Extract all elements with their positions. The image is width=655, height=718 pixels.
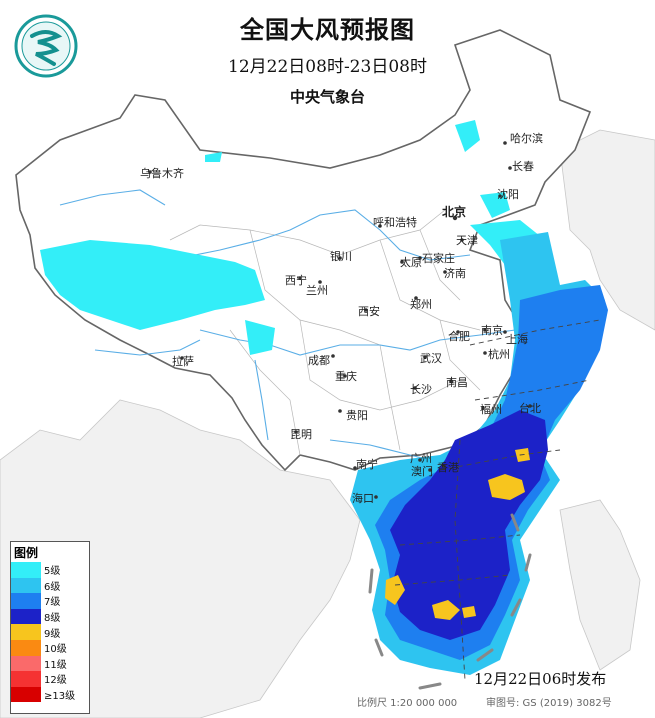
map-scale: 比例尺 1:20 000 000 <box>357 698 458 709</box>
legend-swatch <box>11 686 41 703</box>
city-label-xian: 西安 <box>358 305 380 318</box>
issued-time: 12月22日06时发布 <box>474 670 607 688</box>
legend-item: 10级 <box>11 639 89 656</box>
china-landmass <box>15 29 592 472</box>
wind-zone-level8 <box>390 410 548 640</box>
city-label-fuzhou: 福州 <box>480 403 502 416</box>
city-label-wuhan: 武汉 <box>420 352 442 365</box>
issuing-agency: 中央气象台 <box>289 88 365 106</box>
legend-label: 9级 <box>44 628 61 640</box>
city-label-xining: 西宁 <box>285 274 307 287</box>
city-label-macao: 澳门 <box>411 465 433 478</box>
city-label-lanzhou: 兰州 <box>306 284 328 297</box>
legend-swatch <box>11 655 41 672</box>
legend-label: ≥13级 <box>44 691 76 703</box>
legend-item: 6级 <box>11 577 89 594</box>
legend-item: 5级 <box>11 562 89 578</box>
city-label-chongqing: 重庆 <box>335 370 357 383</box>
city-label-kunming: 昆明 <box>290 428 312 441</box>
city-markers <box>148 141 532 499</box>
legend-item: ≥13级 <box>11 686 89 703</box>
city-label-shijiazhuang: 石家庄 <box>422 252 455 265</box>
legend-item: 12级 <box>11 671 89 687</box>
legend-label: 11级 <box>44 659 67 671</box>
city-label-haikou: 海口 <box>352 492 374 505</box>
city-label-changchun: 长春 <box>512 160 534 173</box>
legend-label: 5级 <box>44 566 61 578</box>
city-label-beijing: 北京 <box>442 205 467 219</box>
city-label-chengdu: 成都 <box>308 354 330 367</box>
forecast-time-range: 12月22日08时-23日08时 <box>228 57 427 77</box>
city-label-nanchang: 南昌 <box>446 376 468 389</box>
wind-zone-level9 <box>385 448 530 620</box>
city-label-lhasa: 拉萨 <box>172 355 194 368</box>
legend-item: 11级 <box>11 655 89 672</box>
city-label-shenyang: 沈阳 <box>497 188 519 201</box>
map-review-number: 审图号: GS (2019) 3082号 <box>486 698 612 709</box>
legend-swatch <box>11 608 41 625</box>
city-label-guangzhou: 广州 <box>410 452 432 465</box>
legend-swatch <box>11 624 41 640</box>
legend-label: 10级 <box>44 644 67 656</box>
city-label-zhengzhou: 郑州 <box>410 298 432 311</box>
map-title: 全国大风预报图 <box>240 15 415 44</box>
city-label-hefei: 合肥 <box>448 330 470 343</box>
city-label-shanghai: 上海 <box>506 333 528 346</box>
city-label-urumqi: 乌鲁木齐 <box>140 167 184 180</box>
city-label-changsha: 长沙 <box>410 383 432 396</box>
city-label-hongkong: 香港 <box>437 461 459 474</box>
city-label-tianjin: 天津 <box>456 234 478 247</box>
neighbor-land-korea-japan <box>559 129 655 331</box>
rivers <box>59 189 516 461</box>
city-label-guiyang: 贵阳 <box>346 409 368 422</box>
city-label-jinan: 济南 <box>444 267 466 280</box>
legend-items: 5级 6级 7级 8级 9级 10级 11级 12级 ≥13级 <box>11 562 89 703</box>
legend-label: 6级 <box>44 581 61 593</box>
cma-logo-icon <box>14 14 78 78</box>
city-label-yinchuan: 银川 <box>330 250 352 263</box>
city-label-taipei: 台北 <box>519 402 541 415</box>
nine-dash-line <box>368 513 532 690</box>
city-label-hohhot: 呼和浩特 <box>373 216 417 229</box>
legend-swatch <box>11 562 41 578</box>
legend-label: 12级 <box>44 675 67 687</box>
city-label-nanning: 南宁 <box>356 458 378 471</box>
legend-item: 8级 <box>11 608 89 625</box>
sea-zone-dashes <box>394 319 601 681</box>
legend-label: 8级 <box>44 613 61 625</box>
province-boundaries <box>169 209 481 456</box>
legend-item: 9级 <box>11 624 89 640</box>
city-label-nanjing: 南京 <box>481 324 503 337</box>
legend-swatch <box>11 639 41 656</box>
legend-item: 7级 <box>11 593 89 609</box>
legend-label: 7级 <box>44 597 61 609</box>
legend-swatch <box>11 593 41 609</box>
city-label-taiyuan: 太原 <box>400 256 422 269</box>
neighbor-land-philippines <box>559 499 641 671</box>
legend-title: 图例 <box>14 546 39 560</box>
legend-swatch <box>11 577 41 594</box>
legend-swatch <box>11 671 41 687</box>
city-label-harbin: 哈尔滨 <box>510 132 543 145</box>
neighbor-land <box>0 399 361 718</box>
legend: 图例 5级 6级 7级 8级 9级 10级 11级 12级 ≥13级 <box>10 541 90 714</box>
city-label-hangzhou: 杭州 <box>488 348 510 361</box>
